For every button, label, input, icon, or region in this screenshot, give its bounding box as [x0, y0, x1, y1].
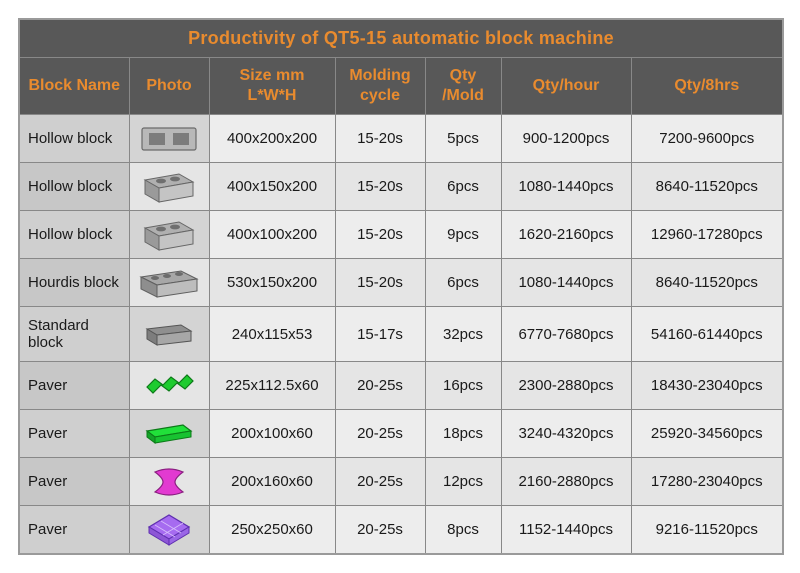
cell-qtyhr: 6770-7680pcs	[501, 307, 631, 362]
paver-square-icon	[132, 508, 207, 550]
cell-photo	[129, 307, 209, 362]
table-header-row: Block Name Photo Size mm L*W*H Molding c…	[19, 58, 783, 115]
table-row: Paver 250x250x6020-25s8pcs1152-1440pcs921…	[19, 506, 783, 554]
table-row: Hollow block 400x150x20015-20s6pcs1080-14…	[19, 163, 783, 211]
cell-qtyhr: 900-1200pcs	[501, 115, 631, 163]
col-header-size: Size mm L*W*H	[209, 58, 335, 115]
cell-photo	[129, 410, 209, 458]
cell-size: 400x100x200	[209, 211, 335, 259]
cell-qty8hr: 8640-11520pcs	[631, 163, 783, 211]
table-row: Hourdis block 530x150x20015-20s6pcs1080-1…	[19, 259, 783, 307]
table-row: Paver 200x160x6020-25s12pcs2160-2880pcs17…	[19, 458, 783, 506]
cell-photo	[129, 163, 209, 211]
cell-qtyhr: 1080-1440pcs	[501, 259, 631, 307]
cell-qtymold: 16pcs	[425, 362, 501, 410]
cell-size: 200x160x60	[209, 458, 335, 506]
cell-qtyhr: 3240-4320pcs	[501, 410, 631, 458]
productivity-table: Productivity of QT5-15 automatic block m…	[18, 18, 784, 555]
cell-photo	[129, 506, 209, 554]
cell-cycle: 15-20s	[335, 211, 425, 259]
cell-block-name: Paver	[19, 410, 129, 458]
cell-qtyhr: 2300-2880pcs	[501, 362, 631, 410]
cell-qtymold: 12pcs	[425, 458, 501, 506]
cell-block-name: Paver	[19, 458, 129, 506]
cell-size: 400x200x200	[209, 115, 335, 163]
paver-ibeam-icon	[132, 461, 207, 503]
cell-photo	[129, 211, 209, 259]
cell-block-name: Paver	[19, 506, 129, 554]
cell-cycle: 15-17s	[335, 307, 425, 362]
cell-qtymold: 6pcs	[425, 163, 501, 211]
cell-cycle: 20-25s	[335, 506, 425, 554]
cell-qtymold: 8pcs	[425, 506, 501, 554]
cell-qtymold: 9pcs	[425, 211, 501, 259]
cell-size: 530x150x200	[209, 259, 335, 307]
standard-block-icon	[132, 313, 207, 355]
col-header-qtymold: Qty /Mold	[425, 58, 501, 115]
cell-qtymold: 5pcs	[425, 115, 501, 163]
table-row: Paver 200x100x6020-25s18pcs3240-4320pcs25…	[19, 410, 783, 458]
hollow-block-2hole-icon	[132, 118, 207, 160]
paver-rect-icon	[132, 413, 207, 455]
cell-block-name: Standard block	[19, 307, 129, 362]
productivity-table-container: Productivity of QT5-15 automatic block m…	[18, 18, 782, 555]
paver-zigzag-icon	[132, 365, 207, 407]
hollow-block-iso-icon	[132, 214, 207, 256]
cell-qty8hr: 8640-11520pcs	[631, 259, 783, 307]
cell-cycle: 20-25s	[335, 362, 425, 410]
cell-cycle: 20-25s	[335, 410, 425, 458]
cell-qtyhr: 1152-1440pcs	[501, 506, 631, 554]
cell-qty8hr: 54160-61440pcs	[631, 307, 783, 362]
cell-size: 250x250x60	[209, 506, 335, 554]
table-row: Hollow block 400x100x20015-20s9pcs1620-21…	[19, 211, 783, 259]
col-header-name: Block Name	[19, 58, 129, 115]
cell-qty8hr: 9216-11520pcs	[631, 506, 783, 554]
cell-block-name: Hollow block	[19, 115, 129, 163]
table-title: Productivity of QT5-15 automatic block m…	[19, 19, 783, 58]
table-row: Hollow block 400x200x20015-20s5pcs900-120…	[19, 115, 783, 163]
cell-block-name: Paver	[19, 362, 129, 410]
cell-qtyhr: 1080-1440pcs	[501, 163, 631, 211]
cell-cycle: 20-25s	[335, 458, 425, 506]
col-header-qtyhr: Qty/hour	[501, 58, 631, 115]
cell-size: 240x115x53	[209, 307, 335, 362]
cell-photo	[129, 362, 209, 410]
cell-cycle: 15-20s	[335, 259, 425, 307]
cell-qtymold: 32pcs	[425, 307, 501, 362]
table-row: Paver 225x112.5x6020-25s16pcs2300-2880pcs…	[19, 362, 783, 410]
cell-qty8hr: 17280-23040pcs	[631, 458, 783, 506]
cell-photo	[129, 458, 209, 506]
cell-size: 225x112.5x60	[209, 362, 335, 410]
cell-qtyhr: 2160-2880pcs	[501, 458, 631, 506]
cell-photo	[129, 259, 209, 307]
cell-qty8hr: 7200-9600pcs	[631, 115, 783, 163]
cell-cycle: 15-20s	[335, 115, 425, 163]
hollow-block-iso-icon	[132, 166, 207, 208]
col-header-qty8hr: Qty/8hrs	[631, 58, 783, 115]
cell-qtymold: 6pcs	[425, 259, 501, 307]
hourdis-block-icon	[132, 262, 207, 304]
cell-qtyhr: 1620-2160pcs	[501, 211, 631, 259]
table-row: Standard block 240x115x5315-17s32pcs6770-…	[19, 307, 783, 362]
cell-qty8hr: 12960-17280pcs	[631, 211, 783, 259]
cell-block-name: Hourdis block	[19, 259, 129, 307]
cell-photo	[129, 115, 209, 163]
cell-block-name: Hollow block	[19, 163, 129, 211]
col-header-cycle: Molding cycle	[335, 58, 425, 115]
cell-qtymold: 18pcs	[425, 410, 501, 458]
cell-qty8hr: 18430-23040pcs	[631, 362, 783, 410]
cell-size: 400x150x200	[209, 163, 335, 211]
cell-size: 200x100x60	[209, 410, 335, 458]
cell-cycle: 15-20s	[335, 163, 425, 211]
col-header-photo: Photo	[129, 58, 209, 115]
cell-qty8hr: 25920-34560pcs	[631, 410, 783, 458]
cell-block-name: Hollow block	[19, 211, 129, 259]
